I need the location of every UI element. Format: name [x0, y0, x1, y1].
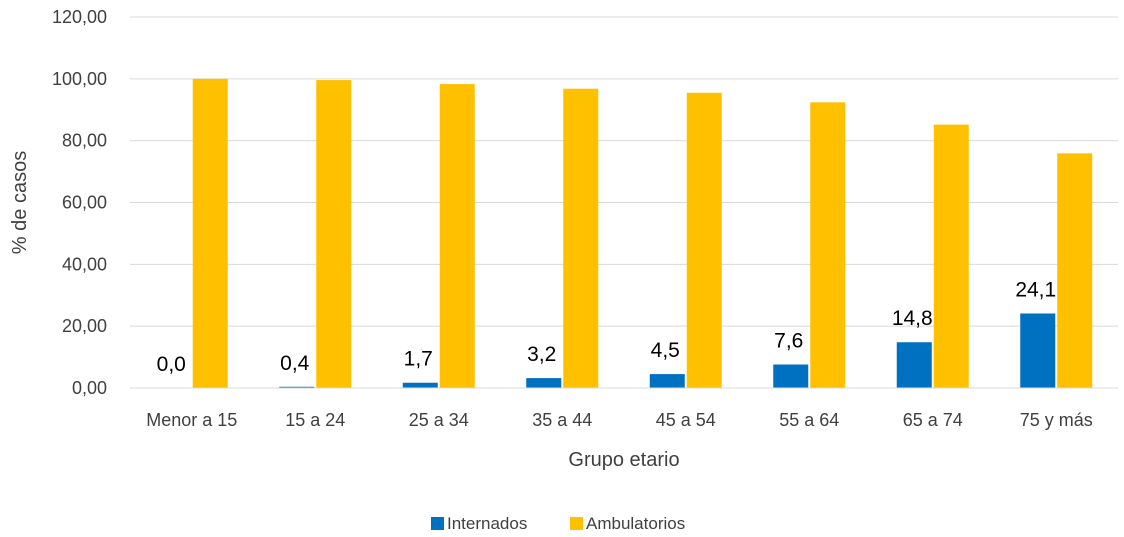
x-tick-label: Menor a 15 [146, 410, 237, 430]
legend-swatch-internados [431, 517, 444, 530]
legend: Internados Ambulatorios [431, 514, 685, 533]
y-tick-label: 20,00 [62, 316, 107, 336]
data-label: 0,0 [157, 353, 186, 376]
y-tick-label: 40,00 [62, 254, 107, 274]
data-label: 24,1 [1015, 278, 1056, 301]
bars [192, 78, 1093, 388]
x-tick-label: 15 a 24 [285, 410, 345, 430]
legend-label-internados: Internados [447, 514, 527, 533]
data-labels: 0,0 0,4 1,7 3,2 4,5 7,6 14,8 24,1 [157, 278, 1057, 376]
x-tick-label: 55 a 64 [779, 410, 839, 430]
legend-label-ambulatorios: Ambulatorios [586, 514, 685, 533]
x-tick-label: 75 y más [1020, 410, 1093, 430]
bar-ambulatorios [810, 102, 846, 388]
x-axis-title: Grupo etario [568, 449, 679, 471]
x-tick-label: 25 a 34 [409, 410, 469, 430]
data-label: 14,8 [892, 307, 933, 330]
data-label: 3,2 [527, 343, 556, 366]
bar-internados [402, 382, 438, 388]
data-label: 1,7 [404, 348, 433, 371]
x-tick-label: 65 a 74 [903, 410, 963, 430]
data-label: 4,5 [651, 339, 680, 362]
bar-ambulatorios [316, 80, 352, 388]
bar-internados [1020, 313, 1056, 388]
y-axis-ticks: 0,00 20,00 40,00 60,00 80,00 100,00 120,00 [52, 7, 107, 398]
y-tick-label: 80,00 [62, 131, 107, 151]
y-tick-label: 100,00 [52, 69, 107, 89]
x-axis-ticks: Menor a 15 15 a 24 25 a 34 35 a 44 45 a 54 55… [146, 410, 1093, 430]
legend-swatch-ambulatorios [570, 517, 583, 530]
y-tick-label: 120,00 [52, 7, 107, 27]
bar-ambulatorios [933, 124, 969, 388]
data-label: 0,4 [280, 352, 310, 375]
data-label: 7,6 [774, 330, 803, 353]
bar-ambulatorios [686, 92, 722, 388]
y-tick-label: 60,00 [62, 193, 107, 213]
bar-ambulatorios [439, 84, 475, 388]
bar-internados [896, 342, 932, 388]
gridlines [130, 16, 1118, 327]
y-tick-label: 0,00 [72, 378, 107, 398]
bar-internados [773, 364, 809, 388]
y-axis-title: % de casos [9, 151, 31, 254]
x-tick-label: 45 a 54 [656, 410, 716, 430]
bar-ambulatorios [1057, 153, 1093, 388]
bar-ambulatorios [192, 78, 228, 388]
bar-ambulatorios [563, 88, 599, 388]
x-tick-label: 35 a 44 [532, 410, 592, 430]
bar-internados [649, 374, 685, 388]
bar-internados [526, 378, 562, 388]
bar-internados [279, 386, 315, 388]
